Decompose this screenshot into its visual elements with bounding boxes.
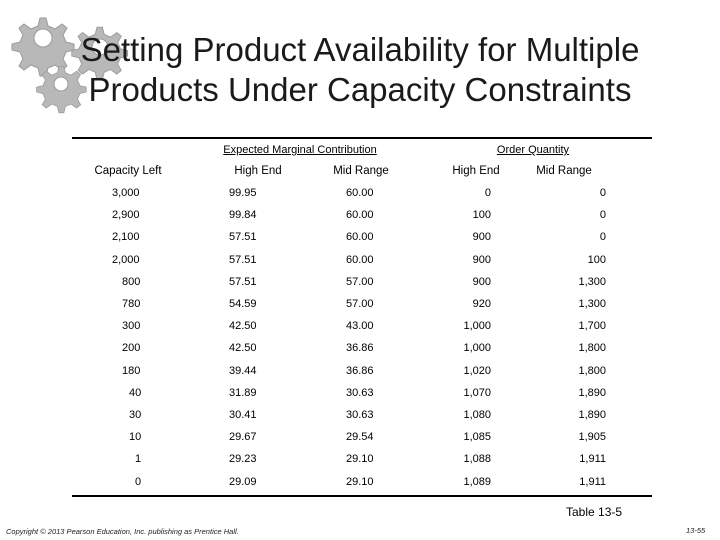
table-cell: 1,890: [578, 409, 606, 421]
table-caption: Table 13-5: [566, 505, 623, 519]
table-cell: 29.09: [229, 475, 257, 488]
table-cell: 1,800: [578, 364, 606, 377]
table-cell: 800: [122, 275, 141, 288]
table-cell: 780: [122, 298, 141, 310]
table-cell: 42.50: [229, 320, 257, 333]
table-cell: 99.95: [229, 187, 257, 199]
table-cell: 60.00: [346, 253, 374, 266]
table-cell: 30.41: [229, 409, 257, 421]
table-cell: 57.00: [346, 298, 374, 310]
table-cell: 900: [472, 231, 491, 244]
table-top-rule: [72, 137, 652, 139]
table-cell: 1,911: [579, 475, 606, 488]
table-cell: 900: [472, 253, 491, 266]
table-cell: 100: [472, 209, 491, 222]
col-header-capacity: Capacity Left: [94, 165, 162, 177]
group-header-marginal: Expected Marginal Contribution: [223, 144, 377, 156]
table-cell: 31.89: [229, 386, 257, 399]
table-cell: 29.54: [346, 431, 374, 444]
table-cell: 1,000: [463, 320, 491, 333]
title-line-1: Setting Product Availability for Multipl…: [80, 31, 640, 68]
table-cell: 99.84: [229, 209, 257, 222]
table-cell: 1,020: [463, 364, 491, 377]
table-cell: 3,000: [112, 187, 140, 199]
table-bottom-rule: [72, 495, 652, 497]
table-cell: 1: [135, 453, 142, 466]
page-title: Setting Product Availability for Multipl…: [20, 30, 700, 110]
table-cell: 1,911: [579, 453, 606, 466]
page-number: 13-55: [686, 526, 706, 535]
table-cell: 300: [122, 320, 141, 333]
table-cell: 1,085: [463, 431, 491, 444]
col-header-high-end-oq: High End: [452, 165, 500, 177]
table-cell: 60.00: [346, 209, 374, 222]
table-cell: 39.44: [229, 364, 257, 377]
table-cell: 1,080: [463, 409, 491, 421]
table-cell: 57.51: [229, 275, 257, 288]
table-cell: 0: [135, 475, 142, 488]
table-cell: 1,300: [578, 298, 606, 310]
table-cell: 29.23: [229, 453, 257, 466]
table-cell: 900: [472, 275, 491, 288]
table-cell: 60.00: [346, 231, 374, 244]
table-cell: 30.63: [346, 409, 374, 421]
table-cell: 2,900: [112, 209, 140, 222]
table-cell: 29.10: [346, 475, 374, 488]
table-cell: 36.86: [346, 342, 374, 355]
table-cell: 0: [484, 187, 491, 199]
table-cell: 30.63: [346, 386, 374, 399]
table-cell: 43.00: [346, 320, 374, 333]
table-cell: 10: [129, 431, 142, 444]
title-line-2: Products Under Capacity Constraints: [88, 71, 632, 108]
table-cell: 1,300: [578, 275, 606, 288]
table-cell: 2,000: [112, 253, 140, 266]
table-cell: 57.51: [229, 253, 257, 266]
copyright-notice: Copyright © 2013 Pearson Education, Inc.…: [6, 527, 239, 536]
table-cell: 1,700: [578, 320, 606, 333]
table-cell: 0: [599, 187, 606, 199]
col-header-high-end-mc: High End: [234, 165, 282, 177]
table-cell: 29.10: [346, 453, 374, 466]
table-cell: 30: [129, 409, 142, 421]
table-cell: 1,905: [578, 431, 606, 444]
table-cell: 1,070: [463, 386, 491, 399]
table-cell: 57.51: [229, 231, 257, 244]
table-cell: 57.00: [346, 275, 374, 288]
table-cell: 200: [122, 342, 141, 355]
table-cell: 1,000: [463, 342, 491, 355]
table-cell: 40: [129, 386, 142, 399]
table-cell: 100: [587, 253, 606, 266]
table-cell: 36.86: [346, 364, 374, 377]
gears-decoration-icon: [11, 17, 129, 114]
table-cell: 1,800: [578, 342, 606, 355]
table-cell: 2,100: [112, 231, 140, 244]
col-header-mid-range-oq: Mid Range: [536, 165, 592, 177]
table-cell: 42.50: [229, 342, 257, 355]
table-cell: 1,890: [578, 386, 606, 399]
table-cell: 920: [472, 298, 491, 310]
table-cell: 180: [122, 364, 141, 377]
table-cell: 54.59: [229, 298, 257, 310]
table-cell: 0: [599, 209, 606, 222]
table-cell: 0: [599, 231, 606, 244]
table-cell: 1,089: [463, 475, 491, 488]
group-header-order: Order Quantity: [496, 144, 570, 156]
table-cell: 29.67: [229, 431, 257, 444]
col-header-mid-range-mc: Mid Range: [333, 165, 389, 177]
table-cell: 60.00: [346, 187, 374, 199]
table-cell: 1,088: [463, 453, 491, 466]
